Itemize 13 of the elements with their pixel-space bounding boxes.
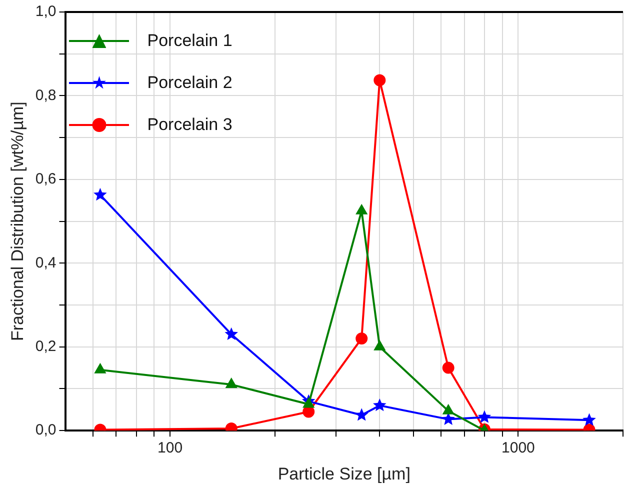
y-tick-label: 0,6 (35, 170, 56, 188)
x-axis-title: Particle Size [µm] (278, 464, 410, 484)
y-tick-label: 0,0 (35, 422, 56, 439)
y-tick-label: 1,0 (35, 3, 56, 20)
x-tick-label: 100 (158, 440, 183, 457)
x-tick-label: 1000 (502, 440, 535, 457)
y-axis-title: Fractional Distribution [wt%/µm] (8, 102, 27, 341)
legend-label: Porcelain 1 (147, 31, 232, 51)
y-tick-label: 0,4 (35, 254, 56, 272)
y-tick-label: 0,2 (35, 338, 56, 356)
legend-label: Porcelain 3 (147, 115, 232, 135)
legend-label: Porcelain 2 (147, 73, 232, 93)
y-tick-label: 0,8 (35, 86, 56, 104)
